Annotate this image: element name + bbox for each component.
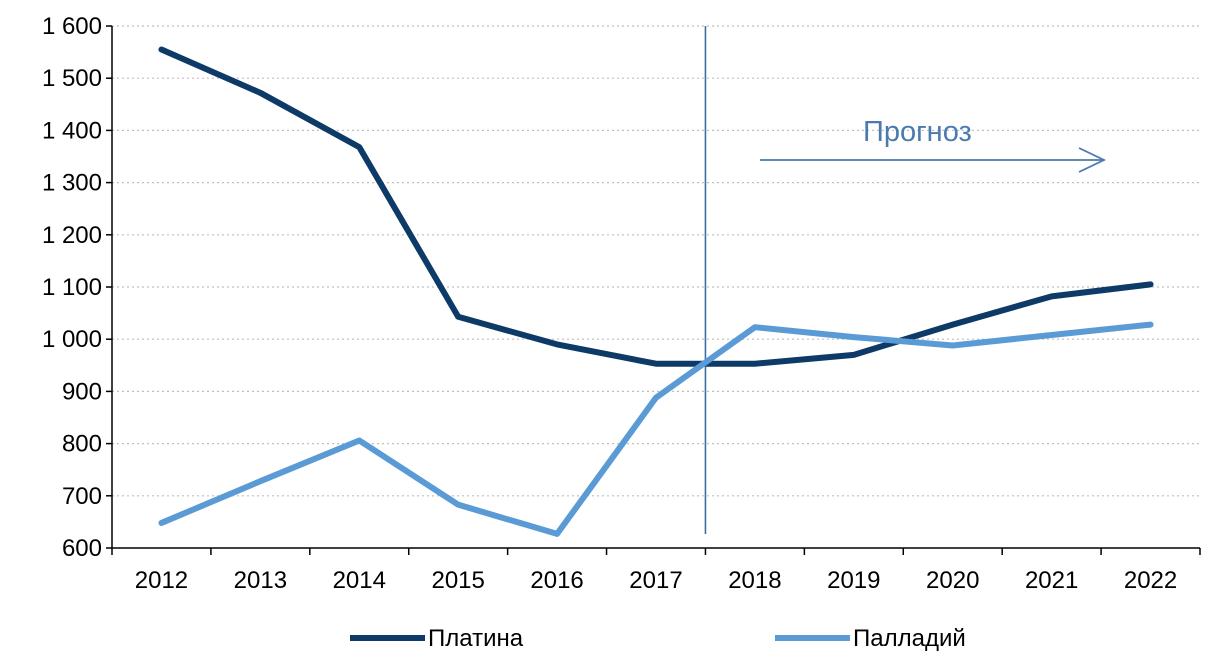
data-point — [455, 314, 461, 320]
data-point — [158, 46, 164, 52]
data-point — [653, 395, 659, 401]
data-point — [158, 520, 164, 526]
data-point — [356, 437, 362, 443]
data-point — [554, 531, 560, 537]
data-point — [455, 502, 461, 508]
forecast-annotation: Прогноз — [760, 116, 1107, 173]
x-tick-label: 2017 — [629, 567, 682, 594]
x-tick-label: 2019 — [827, 567, 880, 594]
data-point — [851, 352, 857, 358]
x-tick-label: 2015 — [431, 567, 484, 594]
data-point — [950, 322, 956, 328]
data-point — [851, 334, 857, 340]
y-axis: 600 700 800 900 1 000 1 100 1 200 1 300 1 400 1 5… — [42, 13, 113, 562]
x-tick-label: 2021 — [1025, 567, 1078, 594]
y-tick-label: 1 000 — [42, 326, 102, 353]
y-tick-label: 1 400 — [42, 117, 102, 144]
y-tick-label: 1 300 — [42, 170, 102, 197]
x-axis: 2012 2013 2014 2015 2016 2017 2018 2019 2020 2021… — [111, 547, 1201, 594]
y-tick-label: 1 100 — [42, 274, 102, 301]
x-tick-label: 2013 — [234, 567, 287, 594]
y-tick-label: 1 500 — [42, 65, 102, 92]
legend-label: Платина — [428, 625, 524, 652]
x-tick-label: 2012 — [135, 567, 188, 594]
data-point — [1049, 293, 1055, 299]
data-point — [1148, 281, 1154, 287]
x-tick-label: 2018 — [728, 567, 781, 594]
data-point — [1049, 332, 1055, 338]
series-line-0 — [158, 46, 1154, 367]
series-line-1 — [158, 321, 1154, 537]
annotation-arrow-head — [1078, 147, 1107, 173]
y-tick-label: 900 — [62, 378, 102, 405]
data-point — [257, 478, 263, 484]
data-point — [653, 361, 659, 367]
y-tick-label: 600 — [62, 535, 102, 562]
series-lines — [158, 46, 1154, 537]
data-point — [1148, 322, 1154, 328]
annotation-label: Прогноз — [863, 116, 972, 148]
data-point — [554, 341, 560, 347]
x-tick-label: 2016 — [530, 567, 583, 594]
y-tick-label: 800 — [62, 431, 102, 458]
legend: Платина Палладий — [350, 625, 966, 652]
grid-lines — [112, 25, 1200, 497]
y-tick-label: 700 — [62, 483, 102, 510]
y-tick-label: 1 600 — [42, 13, 102, 40]
data-point — [752, 324, 758, 330]
data-point — [950, 342, 956, 348]
x-tick-label: 2014 — [333, 567, 386, 594]
data-point — [752, 361, 758, 367]
y-tick-label: 1 200 — [42, 222, 102, 249]
data-point — [257, 90, 263, 96]
x-tick-label: 2020 — [926, 567, 979, 594]
data-point — [356, 144, 362, 150]
x-tick-label: 2022 — [1124, 567, 1177, 594]
legend-label: Палладий — [853, 625, 966, 652]
